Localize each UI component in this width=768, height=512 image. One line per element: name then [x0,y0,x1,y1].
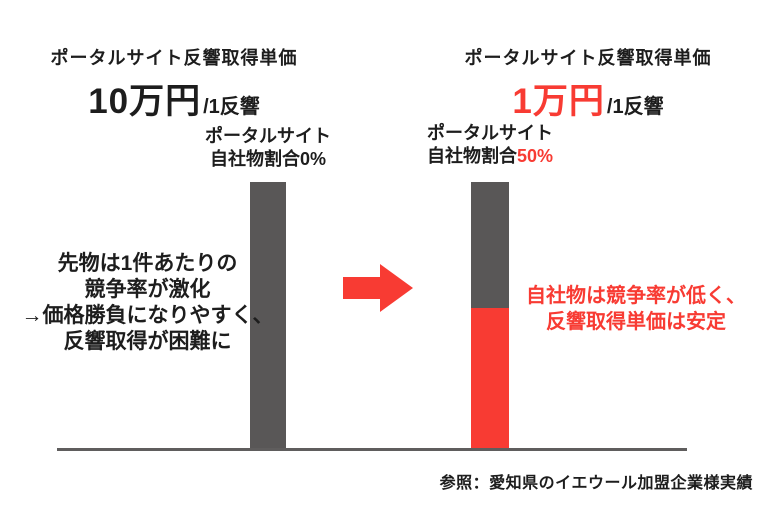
bar-segment [250,182,286,448]
arrow-right-icon [343,264,413,312]
before-bar-label: ポータルサイト 自社物割合0% [188,125,348,171]
after-description-line: 反響取得単価は安定 [546,311,726,333]
before-description-line: 競争率が激化 [84,278,211,301]
bar-segment [471,308,509,448]
after-bar-label-line2: 自社物割合50% [410,145,570,168]
after-bar-label-percent: 50% [516,146,554,166]
footer-reference: 参照：愛知県のイエウール加盟企業様実績 [439,475,753,492]
before-price-line: 10万円/1反響 [38,73,310,124]
before-description-line: 反響取得が困難に [63,330,232,353]
before-bar-label-prefix: 自社物割合 [209,149,300,169]
after-bar-label: ポータルサイト 自社物割合50% [410,122,570,168]
before-bar [250,182,286,448]
bar-segment [471,182,509,309]
before-price-title: ポータルサイト反響取得単価 [50,48,298,68]
after-price-line: 1万円/1反響 [452,73,724,124]
after-bar-label-line1: ポータルサイト [427,123,553,143]
after-price-header: ポータルサイト反響取得単価 1万円/1反響 [452,44,724,124]
after-price-value: 1万円 [512,82,605,121]
after-description-line: 自社物は競争率が低く、 [526,285,746,307]
after-bar [471,182,509,448]
before-price-value: 10万円 [88,82,202,121]
after-description: 自社物は競争率が低く、 反響取得単価は安定 [514,283,758,335]
before-bar-label-percent: 0% [299,149,326,169]
before-description: 先物は1件あたりの 競争率が激化 →価格勝負になりやすく、 反響取得が困難に [20,251,275,355]
before-description-line: →価格勝負になりやすく、 [21,304,274,327]
before-bar-label-line2: 自社物割合0% [188,148,348,171]
before-bar-label-line1: ポータルサイト [205,126,331,146]
before-description-line: 先物は1件あたりの [57,252,238,275]
after-price-title: ポータルサイト反響取得単価 [464,48,712,68]
axis-baseline [57,448,687,451]
before-price-header: ポータルサイト反響取得単価 10万円/1反響 [38,44,310,124]
after-price-unit: /1反響 [606,96,664,118]
before-price-unit: /1反響 [203,96,260,118]
after-bar-label-prefix: 自社物割合 [426,146,517,166]
